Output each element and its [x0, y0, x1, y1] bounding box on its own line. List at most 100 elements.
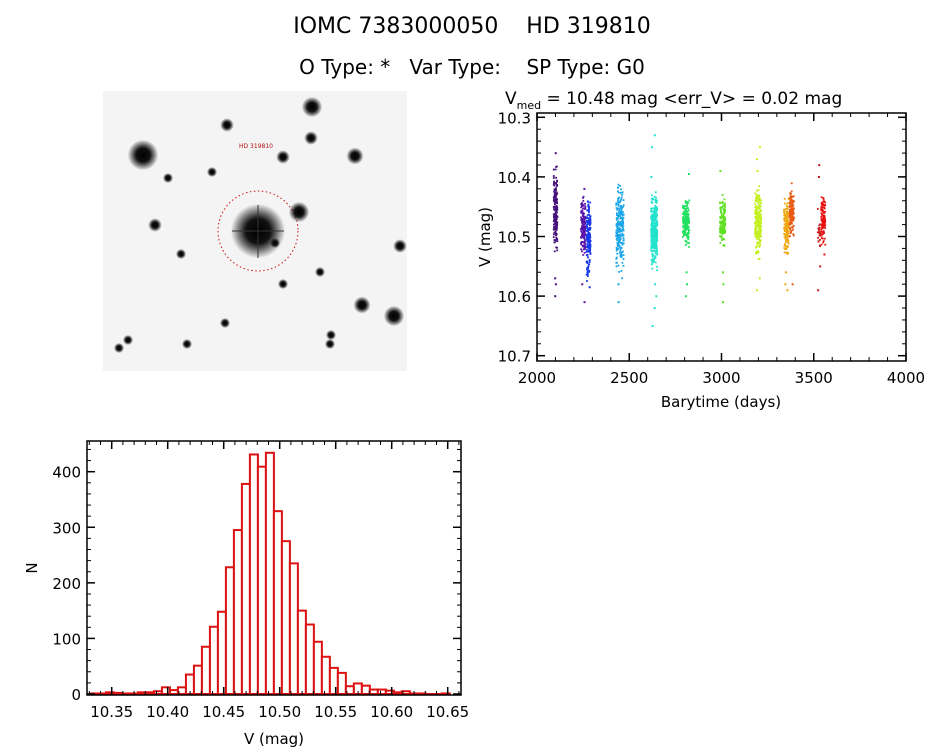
data-point — [588, 242, 591, 245]
data-point — [786, 212, 789, 215]
data-point — [758, 232, 761, 235]
data-point — [755, 205, 758, 207]
data-point — [682, 216, 685, 218]
data-point — [555, 199, 558, 202]
data-point — [656, 224, 659, 227]
data-point — [583, 230, 586, 232]
data-point — [652, 218, 654, 221]
data-point — [581, 224, 584, 227]
data-point — [615, 246, 618, 249]
data-point — [719, 230, 722, 233]
data-point — [619, 199, 622, 202]
star — [276, 150, 290, 164]
data-point — [719, 208, 722, 210]
data-point — [818, 224, 821, 227]
data-point — [589, 253, 592, 255]
x-tick-label: 4000 — [887, 369, 925, 387]
data-point — [651, 224, 653, 226]
histogram-bar — [224, 566, 235, 695]
data-point — [556, 180, 558, 183]
data-point — [792, 234, 795, 237]
data-point — [654, 234, 656, 237]
data-point — [789, 216, 791, 219]
data-point — [621, 277, 623, 280]
data-point — [820, 234, 823, 237]
data-point — [685, 211, 688, 213]
data-point — [622, 204, 625, 207]
data-point — [655, 231, 657, 234]
star — [219, 317, 231, 329]
data-point — [655, 212, 658, 215]
data-point — [685, 226, 688, 229]
data-point — [653, 260, 655, 263]
data-point — [755, 235, 757, 238]
data-point — [555, 195, 557, 198]
data-point — [656, 221, 658, 223]
data-point — [616, 245, 619, 247]
data-point — [784, 283, 787, 286]
data-point — [785, 226, 788, 228]
data-point — [655, 246, 658, 249]
data-point — [652, 232, 655, 235]
data-point — [723, 212, 725, 215]
data-point — [721, 193, 724, 196]
data-point — [587, 203, 590, 206]
data-point — [720, 230, 723, 233]
data-point — [622, 199, 625, 202]
data-point — [792, 224, 795, 227]
data-point — [821, 237, 824, 240]
data-point — [616, 239, 619, 242]
data-point — [655, 236, 658, 238]
data-point — [756, 236, 759, 239]
data-point — [651, 250, 654, 253]
data-point — [822, 200, 825, 203]
data-point — [582, 244, 585, 247]
data-point — [587, 256, 589, 259]
data-point — [582, 231, 585, 234]
data-point — [787, 235, 790, 237]
data-point — [589, 217, 591, 219]
data-point — [580, 203, 583, 206]
data-point — [622, 264, 625, 267]
data-point — [650, 215, 653, 218]
data-point — [686, 233, 689, 236]
data-point — [580, 211, 583, 214]
data-point — [784, 224, 787, 227]
data-point — [656, 222, 659, 225]
data-point — [650, 176, 653, 178]
data-point — [588, 261, 591, 264]
data-point — [685, 209, 688, 212]
data-point — [652, 229, 655, 232]
data-point — [722, 219, 725, 222]
data-point — [685, 205, 688, 207]
data-point — [786, 234, 788, 237]
data-point — [821, 222, 824, 224]
data-point — [654, 247, 657, 250]
data-point — [621, 191, 624, 194]
data-point — [821, 224, 824, 227]
data-point — [617, 198, 620, 200]
data-point — [817, 240, 820, 243]
data-point — [556, 221, 559, 224]
data-point — [552, 236, 555, 239]
histogram-bar — [144, 691, 155, 696]
data-point — [688, 217, 690, 220]
data-point — [652, 222, 655, 225]
data-point — [586, 229, 589, 232]
data-point — [757, 251, 760, 254]
data-point — [554, 188, 557, 191]
data-point — [619, 211, 622, 214]
data-point — [656, 252, 659, 255]
data-point — [652, 261, 654, 264]
histogram-bar — [328, 666, 339, 696]
data-point — [655, 201, 658, 204]
data-point — [757, 202, 759, 204]
data-point — [790, 230, 793, 233]
y-tick-label: 10.3 — [498, 109, 531, 127]
data-point — [818, 226, 821, 229]
data-point — [554, 216, 557, 219]
data-point — [651, 230, 653, 233]
data-point — [586, 280, 588, 282]
data-point — [792, 216, 795, 219]
data-point — [791, 283, 794, 286]
